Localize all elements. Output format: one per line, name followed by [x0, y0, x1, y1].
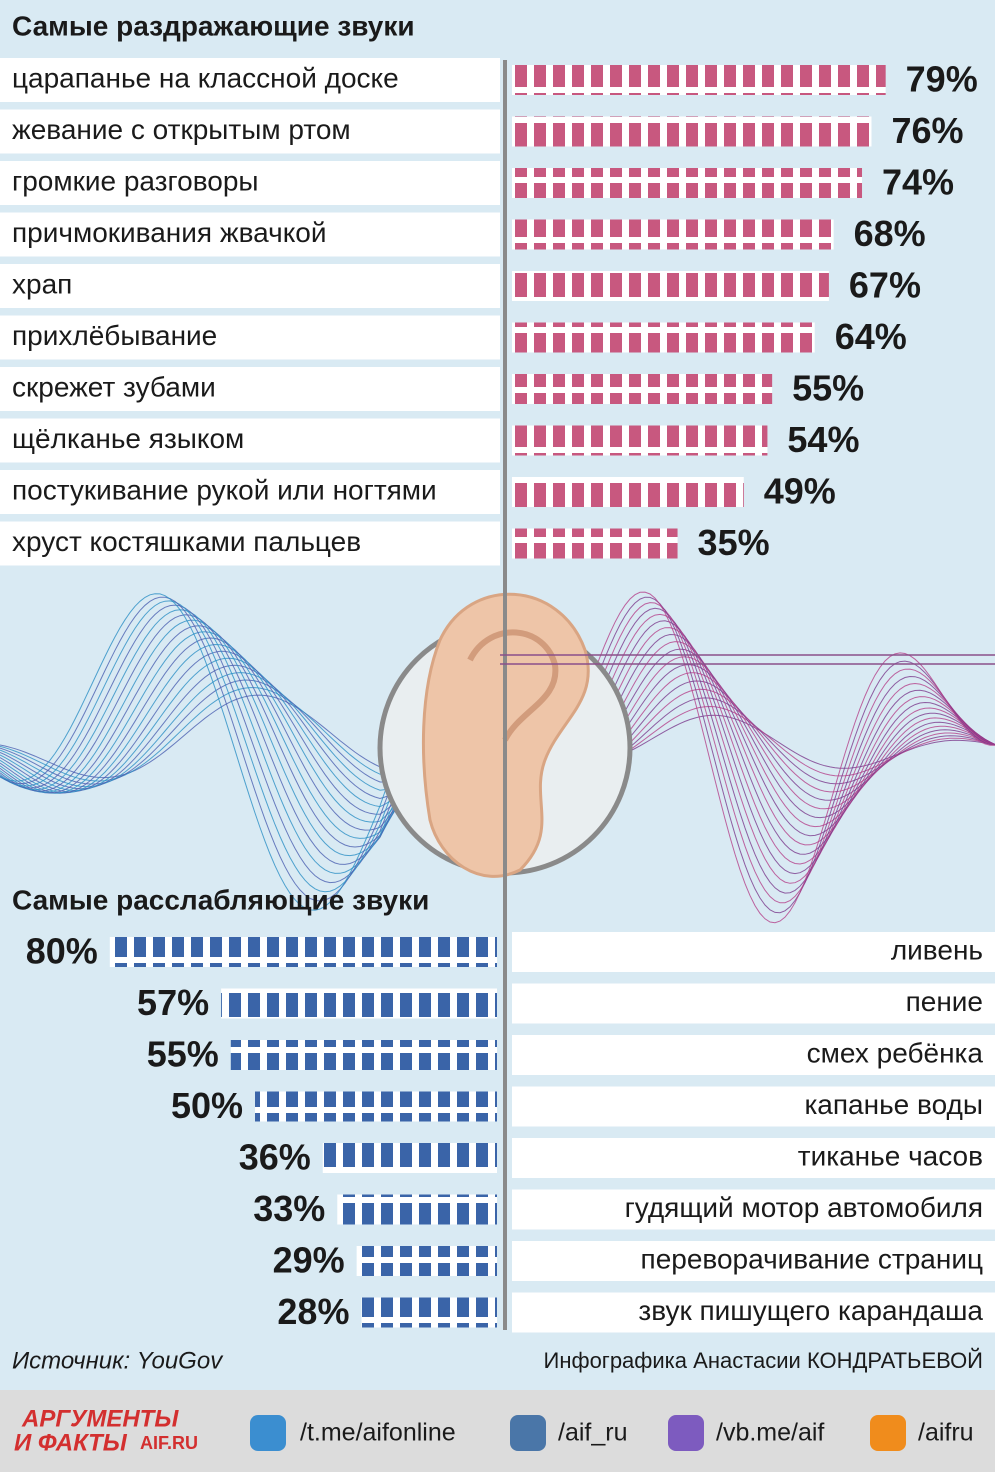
bar — [512, 425, 768, 456]
value-label: 80% — [26, 931, 98, 972]
bar — [337, 1194, 497, 1225]
category-label: смех ребёнка — [807, 1037, 984, 1068]
logo: АРГУМЕНТЫ — [21, 1405, 179, 1432]
value-label: 68% — [854, 213, 926, 254]
category-label: причмокивания жвачкой — [12, 217, 326, 248]
bar — [512, 477, 744, 507]
footer-link[interactable]: /aif_ru — [558, 1419, 627, 1447]
label-box — [512, 1138, 995, 1178]
bar — [512, 168, 863, 198]
bar — [109, 937, 498, 967]
credit: Инфографика Анастасии КОНДРАТЬЕВОЙ — [544, 1348, 984, 1373]
label-box — [0, 521, 500, 566]
value-label: 55% — [147, 1034, 219, 1075]
viber-icon — [668, 1415, 704, 1451]
value-label: 28% — [277, 1291, 349, 1332]
category-label: гудящий мотор автомобиля — [625, 1192, 983, 1223]
footer-band — [0, 1390, 995, 1472]
label-box — [0, 109, 500, 154]
vk-icon — [510, 1415, 546, 1451]
value-label: 57% — [137, 982, 209, 1023]
irritating-chart: Самые раздражающие звуки царапанье на кл… — [0, 10, 978, 566]
bar — [512, 116, 872, 147]
bar — [361, 1297, 497, 1328]
bar — [322, 1143, 497, 1173]
ear-detail — [467, 629, 559, 742]
relaxing-chart: Самые расслабляющие звуки ливень 80% пение… — [12, 884, 995, 1333]
category-label: царапанье на классной доске — [12, 62, 399, 93]
category-label: скрежет зубами — [12, 371, 216, 402]
bar — [512, 271, 829, 301]
label-box — [0, 264, 500, 308]
source: Источник: YouGov — [12, 1347, 224, 1374]
bar — [255, 1091, 497, 1122]
ok-icon — [870, 1415, 906, 1451]
logo: AIF.RU — [140, 1433, 198, 1453]
footer-link[interactable]: /aifru — [918, 1419, 974, 1447]
label-box — [512, 932, 995, 972]
value-label: 54% — [787, 419, 859, 460]
value-label: 64% — [835, 316, 907, 357]
label-box — [0, 470, 500, 514]
value-label: 35% — [698, 522, 770, 563]
bar — [230, 1040, 498, 1070]
value-label: 33% — [253, 1188, 325, 1229]
label-box — [0, 315, 500, 360]
category-label: капанье воды — [804, 1089, 983, 1120]
chart-title: Самые расслабляющие звуки — [12, 884, 429, 915]
label-box — [0, 367, 500, 411]
bar — [356, 1246, 497, 1276]
value-label: 79% — [906, 59, 978, 100]
value-label: 36% — [239, 1137, 311, 1178]
bar — [512, 219, 834, 250]
label-box — [0, 418, 500, 463]
category-label: громкие разговоры — [12, 165, 259, 196]
category-label: хруст костяшками пальцев — [12, 526, 361, 557]
footer-link[interactable]: /vb.me/aif — [716, 1419, 824, 1447]
label-box — [512, 1086, 995, 1127]
value-label: 29% — [273, 1240, 345, 1281]
bar — [512, 374, 773, 404]
category-label: жевание с открытым ртом — [12, 114, 351, 145]
category-label: переворачивание страниц — [641, 1243, 983, 1274]
bar — [221, 988, 497, 1019]
value-label: 67% — [849, 265, 921, 306]
label-box — [512, 983, 995, 1024]
bar — [512, 528, 678, 559]
category-label: тиканье часов — [798, 1140, 983, 1171]
bar — [512, 65, 886, 95]
label-box — [512, 1035, 995, 1075]
category-label: постукивание рукой или ногтями — [12, 474, 437, 505]
telegram-icon — [250, 1415, 286, 1451]
bar — [512, 322, 815, 353]
value-label: 50% — [171, 1085, 243, 1126]
logo: И ФАКТЫ — [14, 1429, 128, 1456]
value-label: 76% — [891, 110, 963, 151]
category-label: звук пишущего карандаша — [638, 1295, 983, 1326]
category-label: ливень — [891, 934, 983, 965]
category-label: пение — [906, 986, 983, 1017]
value-label: 55% — [792, 368, 864, 409]
category-label: прихлёбывание — [12, 320, 217, 351]
chart-title: Самые раздражающие звуки — [12, 10, 415, 41]
label-box — [0, 58, 500, 102]
value-label: 74% — [882, 162, 954, 203]
category-label: храп — [12, 268, 72, 299]
label-box — [0, 212, 500, 257]
label-box — [512, 1292, 995, 1333]
value-label: 49% — [764, 471, 836, 512]
footer-link[interactable]: /t.me/aifonline — [300, 1419, 456, 1447]
category-label: щёлканье языком — [12, 423, 244, 454]
label-box — [0, 161, 500, 205]
label-box — [512, 1241, 995, 1281]
label-box — [512, 1189, 995, 1230]
